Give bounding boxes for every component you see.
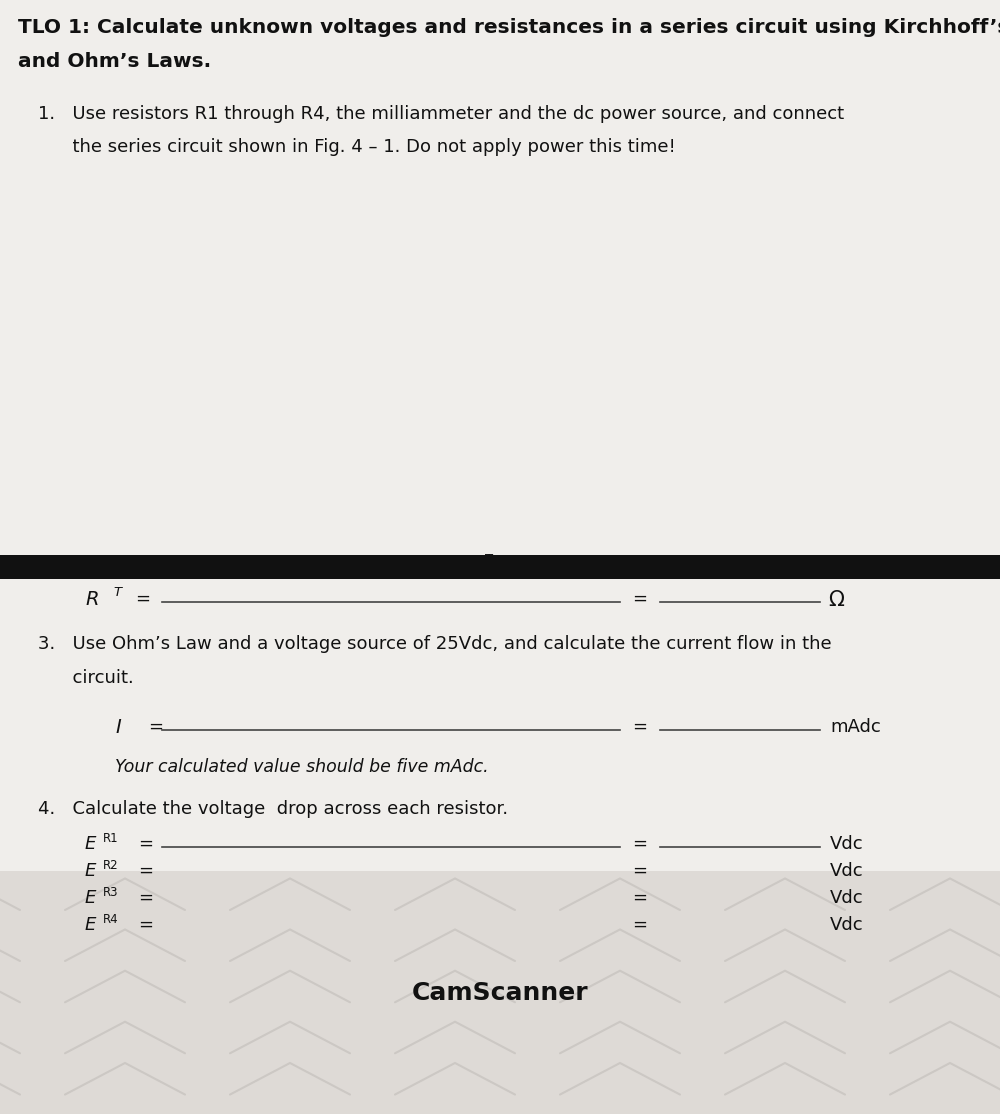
Text: Vdc: Vdc	[830, 916, 864, 934]
Text: R1: R1	[103, 832, 119, 846]
Text: =: =	[632, 916, 647, 934]
Text: Vdc: Vdc	[830, 862, 864, 880]
Text: and Ohm’s Laws.: and Ohm’s Laws.	[18, 52, 211, 71]
Text: T: T	[113, 586, 121, 599]
Text: T: T	[485, 553, 493, 566]
Text: E: E	[85, 862, 96, 880]
Text: CamScanner: CamScanner	[412, 980, 588, 1005]
Text: TLO 1: Calculate unknown voltages and resistances in a series circuit using Kirc: TLO 1: Calculate unknown voltages and re…	[18, 18, 1000, 37]
Text: =: =	[632, 590, 647, 608]
Text: =: =	[138, 836, 153, 853]
Text: E: E	[85, 889, 96, 907]
Text: E: E	[85, 916, 96, 934]
Text: 2.   Calculate the total resistance, R: 2. Calculate the total resistance, R	[38, 555, 362, 573]
Text: 4.   Calculate the voltage  drop across each resistor.: 4. Calculate the voltage drop across eac…	[38, 800, 508, 818]
Text: =: =	[148, 719, 163, 736]
Text: circuit.: circuit.	[38, 670, 134, 687]
Text: R4: R4	[103, 913, 119, 926]
Text: R: R	[85, 590, 98, 609]
Text: R2: R2	[103, 859, 119, 872]
Text: =: =	[135, 590, 150, 608]
Text: 1.   Use resistors R1 through R4, the milliammeter and the dc power source, and : 1. Use resistors R1 through R4, the mill…	[38, 105, 844, 123]
Text: =: =	[632, 862, 647, 880]
Text: Ω: Ω	[828, 590, 844, 610]
Text: , of the circuit.: , of the circuit.	[500, 555, 631, 573]
Text: =: =	[632, 719, 647, 736]
Text: =: =	[138, 916, 153, 934]
Text: =: =	[632, 889, 647, 907]
Text: Your calculated value should be five mAdc.: Your calculated value should be five mAd…	[115, 758, 489, 776]
Text: Vdc: Vdc	[830, 836, 864, 853]
Text: =: =	[138, 862, 153, 880]
Text: mAdc: mAdc	[830, 719, 881, 736]
Text: the series circuit shown in Fig. 4 – 1. Do not apply power this time!: the series circuit shown in Fig. 4 – 1. …	[38, 138, 676, 156]
Text: I: I	[115, 719, 121, 737]
Text: R3: R3	[103, 886, 119, 899]
Text: 3.   Use Ohm’s Law and a voltage source of 25Vdc, and calculate the current flow: 3. Use Ohm’s Law and a voltage source of…	[38, 635, 832, 653]
Text: =: =	[138, 889, 153, 907]
Text: Vdc: Vdc	[830, 889, 864, 907]
Text: =: =	[632, 836, 647, 853]
Text: E: E	[85, 836, 96, 853]
